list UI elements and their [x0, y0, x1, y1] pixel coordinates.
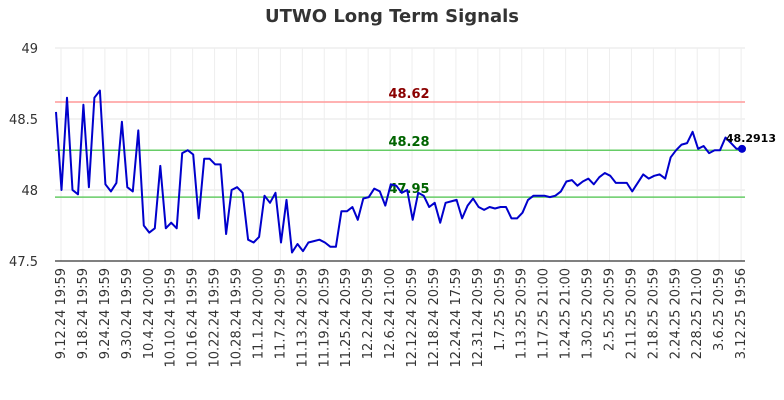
- last-value-marker: 48.2913: [726, 132, 776, 153]
- x-tick-label: 12.24.24 17:59: [449, 268, 464, 368]
- last-value-label: 48.2913: [726, 132, 776, 145]
- x-tick-label: 12.12.24 20:59: [405, 268, 420, 368]
- series-line: [55, 89, 742, 254]
- x-tick-label: 1.13.25 20:59: [515, 268, 530, 359]
- x-tick-label: 2.28.25 21:00: [690, 268, 705, 359]
- reference-line-label: 48.62: [388, 87, 429, 102]
- series: [55, 89, 742, 254]
- grid: [55, 47, 745, 262]
- x-tick-label: 2.18.25 20:59: [646, 268, 661, 359]
- x-tick-label: 12.2.24 20:59: [361, 268, 376, 359]
- x-tick-label: 9.12.24 19:59: [54, 268, 69, 359]
- x-tick-label: 3.6.25 20:59: [712, 268, 727, 351]
- x-tick-label: 1.24.25 21:00: [559, 268, 574, 359]
- x-tick-label: 12.18.24 20:59: [427, 268, 442, 368]
- y-tick-label: 49: [21, 42, 38, 57]
- y-tick-label: 48.5: [9, 113, 38, 128]
- reference-line-label: 48.28: [388, 135, 429, 150]
- x-tick-label: 9.24.24 19:59: [98, 268, 113, 359]
- y-tick-label: 48: [21, 184, 38, 199]
- x-tick-label: 12.6.24 21:00: [383, 268, 398, 359]
- x-tick-label: 10.4.24 20:00: [142, 268, 157, 359]
- chart-title: UTWO Long Term Signals: [265, 6, 519, 27]
- x-tick-label: 10.16.24 19:59: [186, 268, 201, 368]
- x-tick-label: 1.17.25 21:00: [537, 268, 552, 359]
- x-axis: 9.12.24 19:59 9.18.24 19:59 9.24.24 19:59 9…: [54, 268, 749, 368]
- x-tick-label: 11.25.24 20:59: [339, 268, 354, 368]
- y-tick-label: 47.5: [9, 255, 38, 270]
- last-value-point: [738, 144, 746, 153]
- x-tick-label: 11.13.24 20:59: [295, 268, 310, 368]
- x-tick-label: 11.1.24 20:00: [251, 268, 266, 359]
- x-tick-label: 1.30.25 20:59: [581, 268, 596, 359]
- x-tick-label: 9.30.24 19:59: [120, 268, 135, 359]
- x-tick-label: 10.28.24 19:59: [230, 268, 245, 368]
- x-tick-label: 11.7.24 20:59: [273, 268, 288, 359]
- x-tick-label: 12.31.24 20:59: [471, 268, 486, 368]
- x-tick-label: 1.7.25 20:59: [493, 268, 508, 351]
- x-tick-label: 10.10.24 19:59: [164, 268, 179, 368]
- x-tick-label: 9.18.24 19:59: [76, 268, 91, 359]
- y-axis: 47.5 48 48.5 49: [9, 42, 38, 270]
- x-tick-label: 11.19.24 20:59: [317, 268, 332, 368]
- x-tick-label: 3.12.25 19:56: [734, 268, 749, 359]
- x-tick-label: 2.11.25 20:59: [624, 268, 639, 359]
- x-tick-label: 2.5.25 20:59: [602, 268, 617, 351]
- x-tick-label: 10.22.24 19:59: [208, 268, 223, 368]
- x-tick-label: 2.24.25 20:59: [668, 268, 683, 359]
